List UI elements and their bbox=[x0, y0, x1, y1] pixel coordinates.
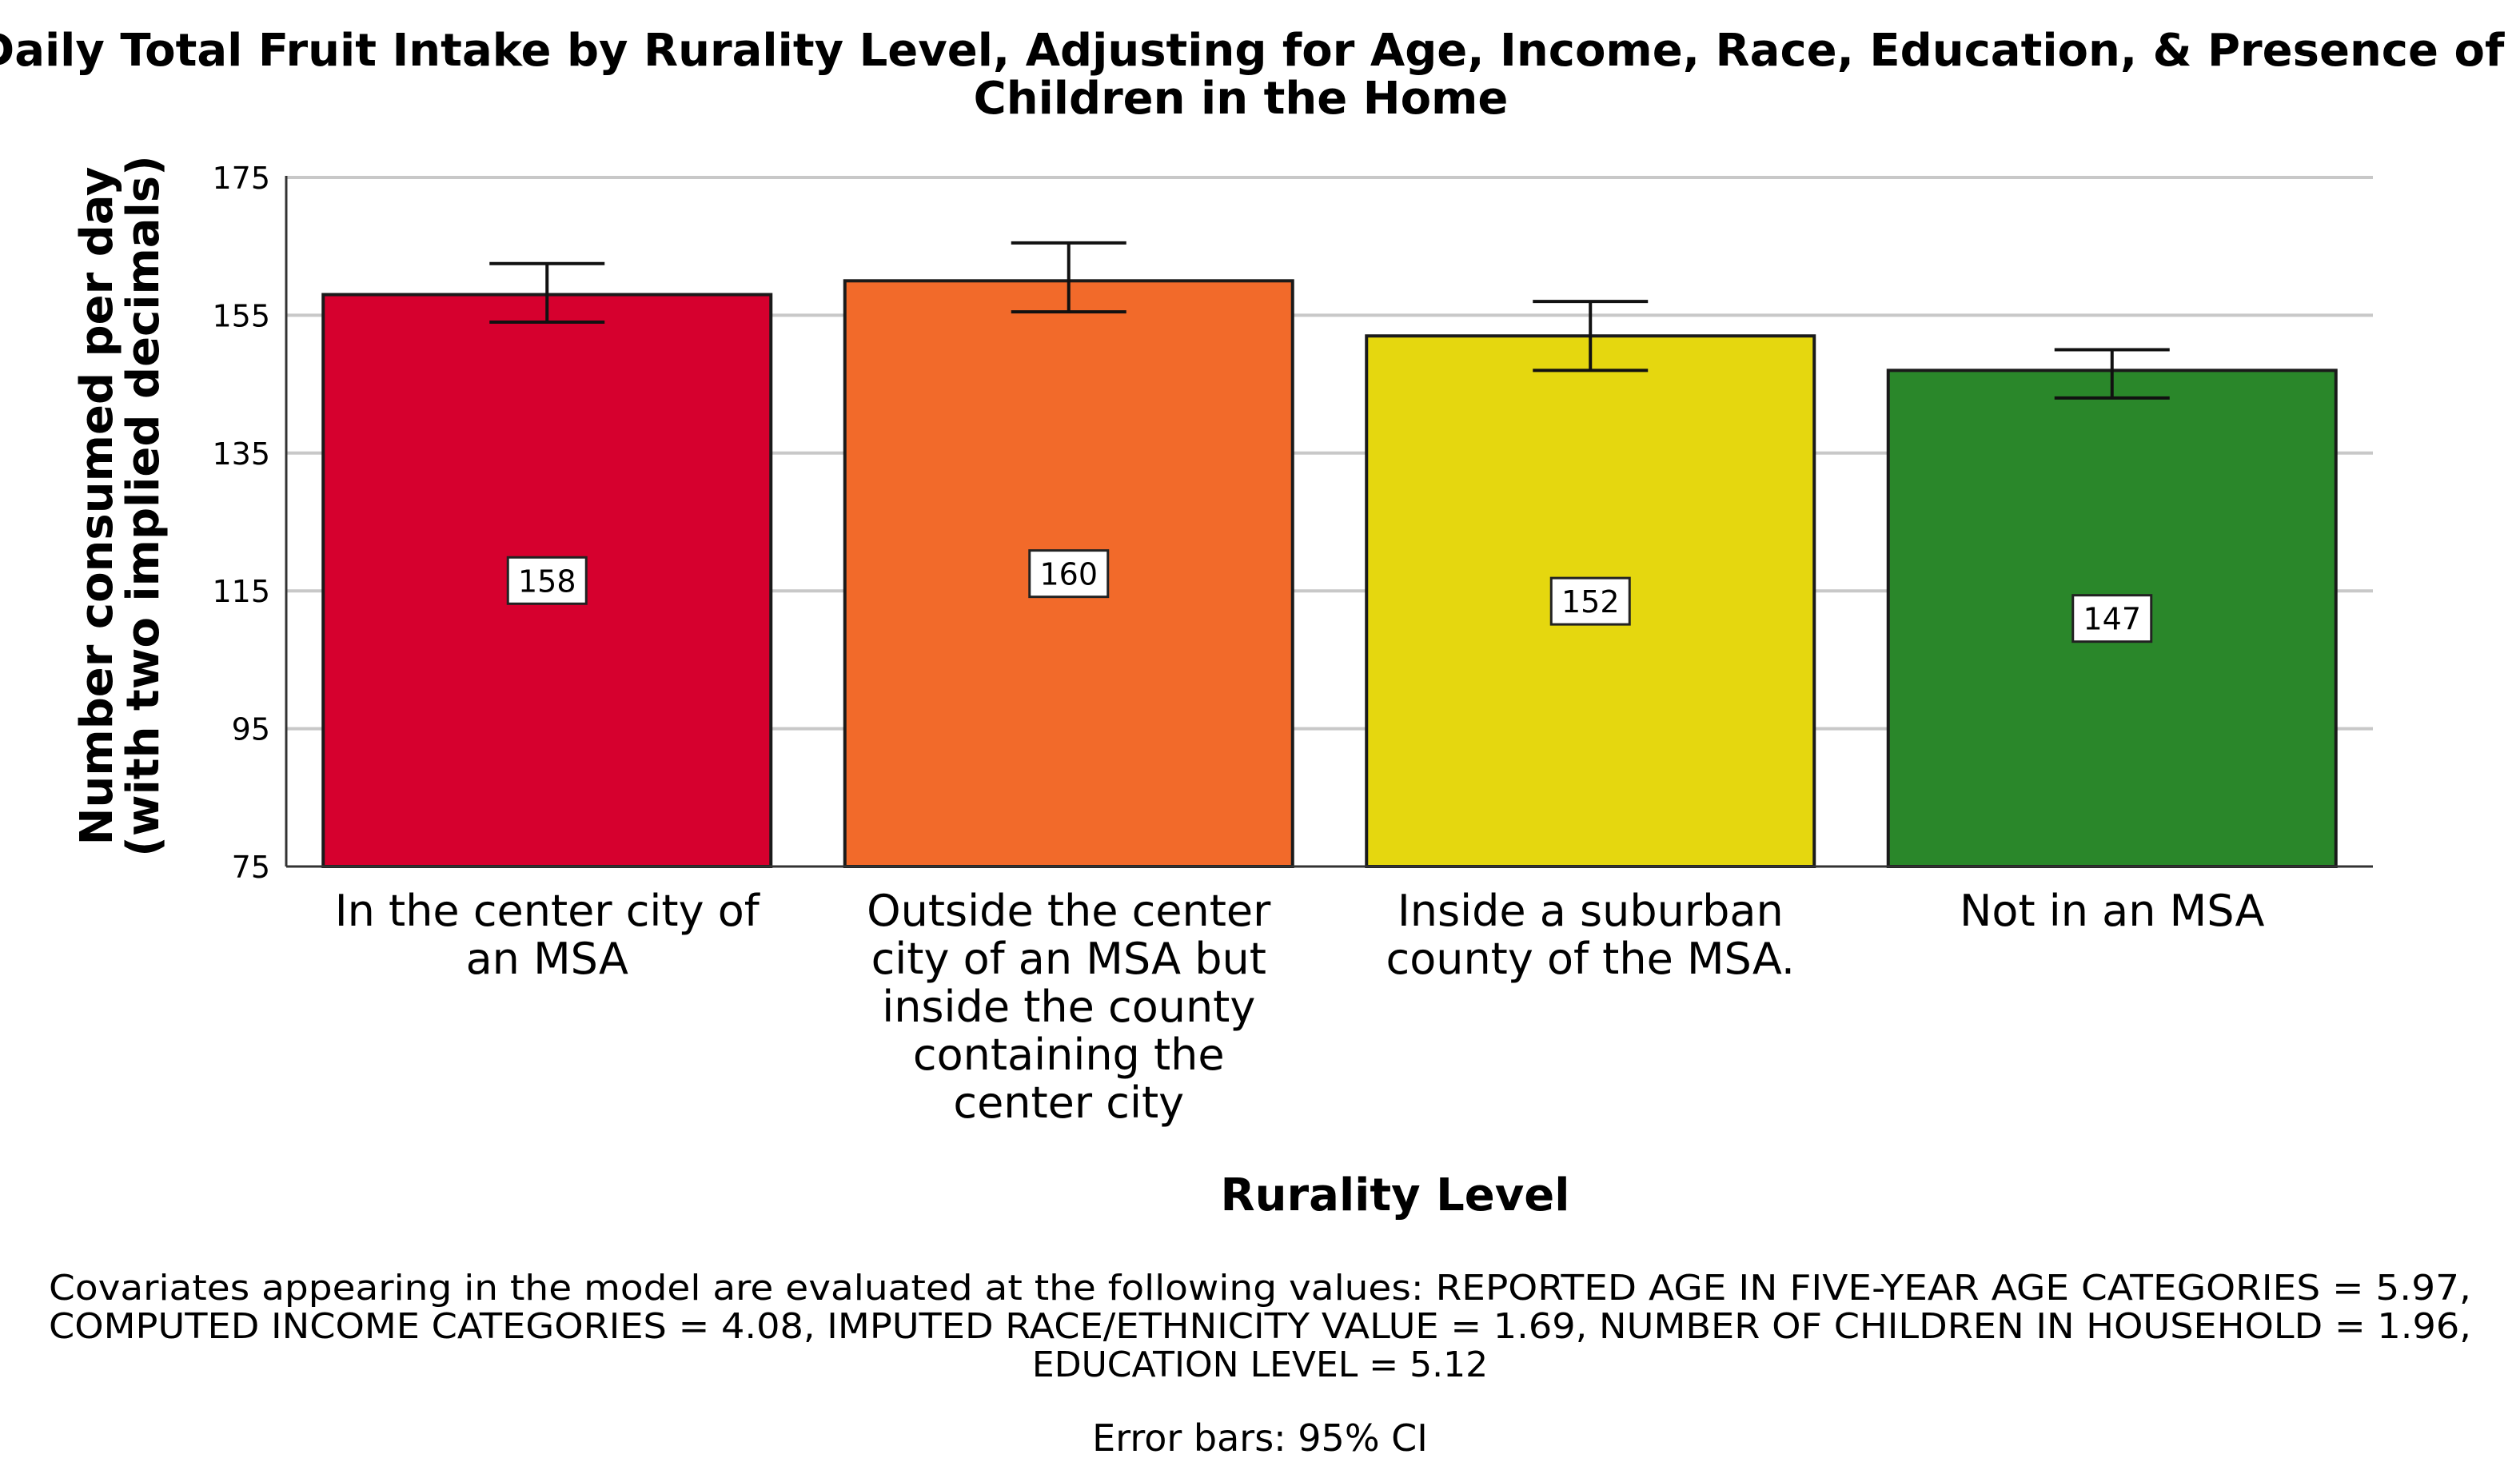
x-category-label-line: an MSA bbox=[466, 934, 628, 984]
x-category-label-line: city of an MSA but bbox=[871, 934, 1266, 984]
y-tick-label: 75 bbox=[232, 850, 270, 885]
x-axis-label: Rurality Level bbox=[1221, 1169, 1570, 1221]
y-tick-label: 155 bbox=[212, 298, 270, 333]
y-tick-label: 175 bbox=[212, 161, 270, 196]
y-tick-label: 95 bbox=[232, 712, 270, 747]
chart-title: Daily Total Fruit Intake by Rurality Lev… bbox=[0, 25, 2505, 125]
title-line: Children in the Home bbox=[974, 73, 1509, 125]
error-bars bbox=[489, 241, 2170, 400]
y-tick-labels: 75 95 115 135 155 175 bbox=[212, 161, 270, 885]
x-category-label-line: Not in an MSA bbox=[1960, 886, 2265, 936]
footnote-line: EDUCATION LEVEL = 5.12 bbox=[1032, 1345, 1488, 1385]
x-category-label-line: Outside the center bbox=[867, 886, 1271, 936]
footnote: Covariates appearing in the model are ev… bbox=[49, 1268, 2471, 1385]
data-label-box bbox=[1549, 576, 1631, 626]
data-label-box bbox=[2071, 594, 2153, 643]
y-tick-label: 115 bbox=[212, 574, 270, 609]
footnote-line: COMPUTED INCOME CATEGORIES = 4.08, IMPUT… bbox=[49, 1306, 2471, 1347]
x-category-label-line: In the center city of bbox=[335, 886, 761, 936]
x-category-label-line: center city bbox=[953, 1078, 1184, 1128]
title-line: Daily Total Fruit Intake by Rurality Lev… bbox=[0, 25, 2505, 77]
y-tick-label: 135 bbox=[212, 436, 270, 472]
y-axis-label: Number consumed per day(with two implied… bbox=[71, 155, 169, 856]
x-category-label-line: containing the bbox=[913, 1030, 1225, 1080]
data-label-box bbox=[506, 556, 588, 605]
data-label: 160 bbox=[1039, 557, 1098, 592]
x-category-label-line: inside the county bbox=[882, 982, 1255, 1032]
data-label: 158 bbox=[518, 564, 576, 599]
error-bar-note: Error bars: 95% CI bbox=[1092, 1416, 1428, 1460]
y-axis-label-line: (with two implied decimals) bbox=[118, 155, 169, 856]
y-axis-label-line: Number consumed per day bbox=[71, 167, 123, 846]
bars bbox=[321, 279, 2338, 869]
axes bbox=[285, 176, 2373, 868]
footnote-line: Covariates appearing in the model are ev… bbox=[49, 1268, 2471, 1309]
data-label-box bbox=[1028, 549, 1110, 599]
x-category-label-line: county of the MSA. bbox=[1386, 934, 1796, 984]
x-category-label-line: Inside a suburban bbox=[1398, 886, 1784, 936]
data-labels: 158 160 152 147 bbox=[506, 549, 2153, 643]
data-label: 147 bbox=[2083, 602, 2141, 637]
data-label: 152 bbox=[1561, 584, 1620, 619]
